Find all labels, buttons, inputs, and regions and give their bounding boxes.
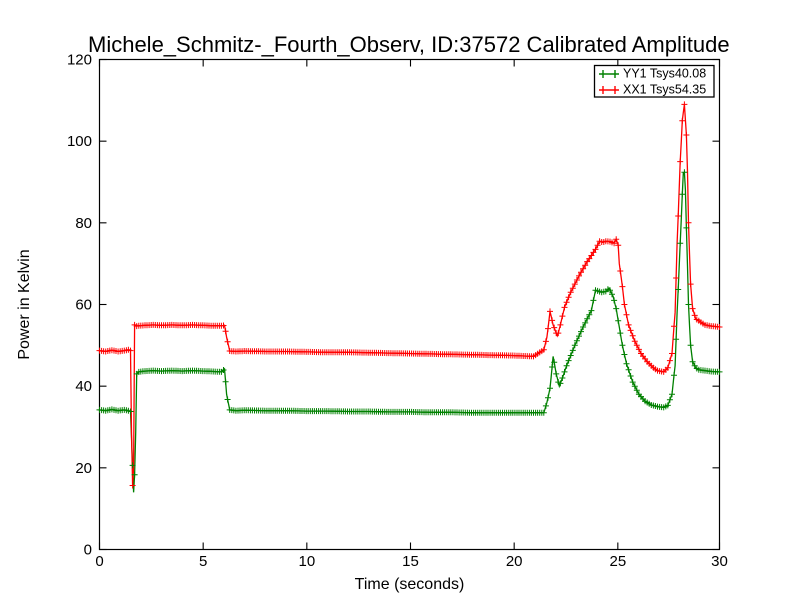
svg-text:Power in Kelvin: Power in Kelvin [16,249,33,359]
svg-text:XX1 Tsys54.35: XX1 Tsys54.35 [623,83,706,97]
svg-text:0: 0 [84,542,92,559]
svg-text:100: 100 [67,133,92,150]
svg-text:YY1 Tsys40.08: YY1 Tsys40.08 [623,67,706,81]
svg-text:20: 20 [75,460,92,477]
svg-text:10: 10 [298,553,315,570]
svg-text:0: 0 [95,553,103,570]
svg-text:25: 25 [609,553,626,570]
svg-text:40: 40 [75,378,92,395]
svg-text:Michele_Schmitz-_Fourth_Observ: Michele_Schmitz-_Fourth_Observ, ID:37572… [88,32,730,57]
svg-text:5: 5 [199,553,207,570]
svg-text:15: 15 [402,553,419,570]
svg-text:30: 30 [711,553,728,570]
svg-text:60: 60 [75,297,92,314]
svg-text:80: 80 [75,215,92,232]
svg-text:Time (seconds): Time (seconds) [355,576,465,593]
svg-text:20: 20 [506,553,523,570]
